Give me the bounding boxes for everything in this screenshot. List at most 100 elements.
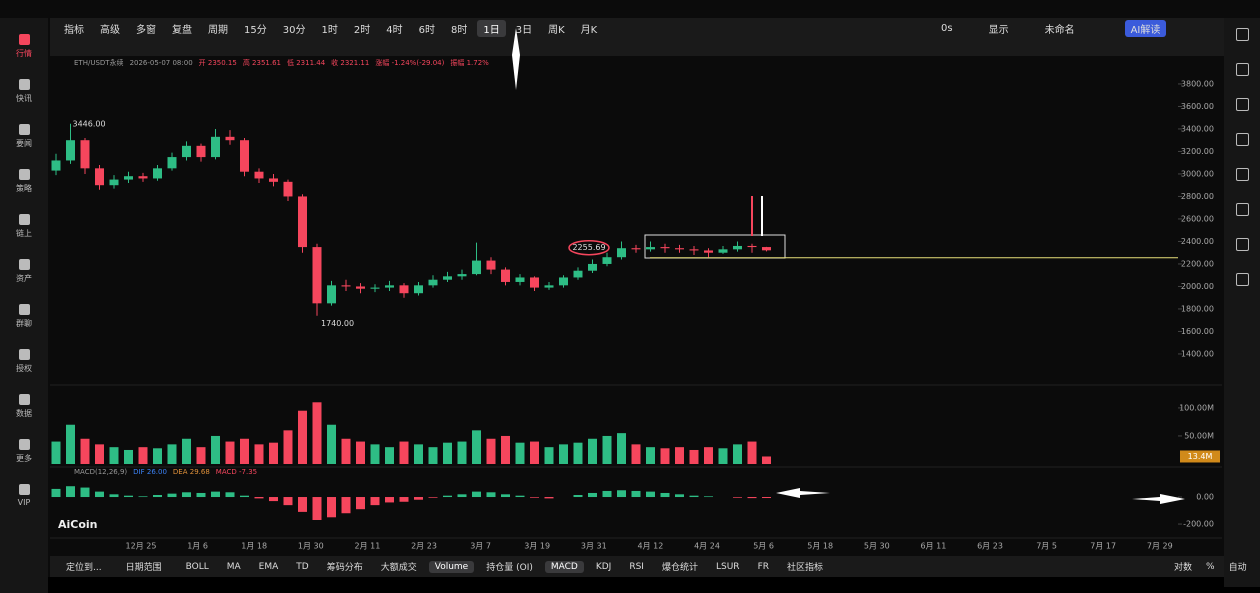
bottom-button[interactable]: 对数: [1174, 563, 1193, 573]
macd-bar: [443, 495, 452, 498]
candle-body: [80, 140, 90, 169]
volume-bar: [675, 447, 684, 464]
y-tick-label: 3600.00: [1181, 102, 1214, 111]
x-tick-label: 1月 30: [298, 542, 324, 551]
toolbar-button[interactable]: 0s: [941, 22, 953, 34]
sidebar-item[interactable]: 链上: [16, 214, 32, 239]
indicator-button[interactable]: LSUR: [715, 561, 740, 572]
x-tick-label: 7月 29: [1147, 542, 1173, 551]
toolbar-button[interactable]: 未命名: [1044, 24, 1075, 36]
candle-body: [631, 248, 641, 250]
toolbar-button[interactable]: 周期: [208, 24, 228, 36]
candle-body: [414, 285, 423, 294]
macd-bar: [675, 494, 684, 498]
toolbar-button[interactable]: 指标: [64, 24, 84, 36]
x-tick-label: 1月 6: [187, 542, 208, 551]
y-tick-label: 2800.00: [1181, 192, 1214, 201]
toolbar-button[interactable]: 复盘: [172, 24, 192, 36]
indicator-button[interactable]: MACD: [544, 560, 584, 573]
period-button[interactable]: 4时: [386, 24, 403, 36]
bottom-button[interactable]: 日期范围: [125, 563, 162, 573]
toolbar-button[interactable]: 高级: [100, 24, 120, 36]
sidebar-item[interactable]: 数据: [16, 394, 32, 419]
sidebar-label: 快讯: [16, 94, 32, 103]
macd-bar: [414, 497, 423, 500]
macd-bar: [109, 494, 119, 498]
sidebar-label: 链上: [16, 229, 32, 238]
last-volume-tag: [1180, 450, 1220, 463]
sidebar-item[interactable]: 更多: [16, 439, 32, 464]
indicator-button[interactable]: 爆仓统计: [661, 563, 698, 573]
period-button[interactable]: 周K: [548, 24, 565, 36]
volume-bar: [356, 441, 365, 464]
arrow: [512, 28, 520, 90]
candle-body: [443, 276, 452, 280]
period-button[interactable]: 3日: [515, 24, 533, 36]
indicator-button[interactable]: 持仓量 (OI): [486, 563, 533, 573]
volume-bar: [312, 402, 322, 464]
bottom-button[interactable]: 自动: [1228, 563, 1247, 573]
toolbar-button[interactable]: 显示: [988, 24, 1009, 36]
toolbar-button[interactable]: AI解读: [1124, 19, 1167, 37]
volume-bar: [631, 444, 641, 464]
volume-bar: [385, 447, 394, 464]
sidebar-item[interactable]: 资产: [16, 259, 32, 284]
period-button[interactable]: 1时: [321, 24, 338, 36]
x-tick-label: 3月 7: [470, 542, 491, 551]
sidebar-item[interactable]: 策略: [16, 169, 32, 194]
bottom-button[interactable]: 定位到...: [66, 563, 102, 573]
volume-bar: [80, 438, 90, 464]
sidebar-item[interactable]: VIP: [18, 484, 30, 507]
volume-bar: [182, 438, 191, 464]
bottom-button[interactable]: %: [1206, 561, 1215, 572]
right-sidebar: [1224, 18, 1260, 587]
indicator-button[interactable]: BOLL: [185, 561, 209, 572]
indicator-button[interactable]: MA: [226, 561, 241, 572]
y-tick-label: -200.00: [1183, 520, 1214, 529]
indicator-button[interactable]: 大额成交: [380, 563, 417, 573]
volume-bar: [762, 456, 771, 464]
macd-bar: [530, 497, 539, 498]
indicator-button[interactable]: 筹码分布: [326, 563, 363, 573]
y-tick-label: 50.00M: [1184, 431, 1214, 440]
indicator-button[interactable]: 社区指标: [787, 563, 824, 573]
sidebar-item[interactable]: 要闻: [16, 124, 32, 149]
toolbar-button[interactable]: 多窗: [136, 24, 156, 36]
sidebar-item[interactable]: 群聊: [16, 304, 32, 329]
candle-body: [501, 269, 510, 282]
period-button[interactable]: 2时: [353, 24, 371, 36]
indicator-button[interactable]: EMA: [258, 561, 279, 572]
x-tick-label: 7月 17: [1090, 542, 1116, 551]
period-button[interactable]: 6时: [418, 24, 435, 36]
period-button[interactable]: 15分: [244, 24, 267, 36]
indicator-button[interactable]: RSI: [629, 561, 644, 572]
period-button[interactable]: 1日: [477, 19, 506, 37]
indicator-button[interactable]: Volume: [428, 560, 475, 573]
period-button[interactable]: 8时: [450, 24, 468, 36]
indicator-button[interactable]: KDJ: [595, 561, 612, 572]
sidebar-item[interactable]: 行情: [16, 34, 32, 59]
sidebar-item[interactable]: 授权: [16, 349, 32, 374]
macd-bar: [573, 495, 583, 498]
period-button[interactable]: 月K: [580, 24, 598, 36]
low-label: 1740.00: [321, 319, 354, 328]
y-tick-label: 100.00M: [1179, 403, 1214, 412]
macd-legend: DEA 29.68: [172, 468, 210, 476]
volume-bar: [428, 447, 438, 464]
volume-bar: [298, 410, 307, 464]
macd-bar: [588, 492, 597, 498]
sidebar-item[interactable]: 快讯: [16, 79, 32, 104]
candle-body: [762, 247, 771, 251]
volume-bar: [138, 447, 148, 464]
candle-body: [544, 285, 554, 288]
volume-bar: [472, 430, 481, 464]
indicator-button[interactable]: TD: [296, 561, 309, 572]
macd-bar: [66, 486, 75, 498]
x-tick-label: 4月 24: [694, 542, 720, 551]
indicator-button[interactable]: FR: [757, 561, 769, 572]
volume-bar: [341, 438, 351, 464]
period-button[interactable]: 30分: [282, 24, 306, 36]
macd-bar: [182, 492, 191, 498]
volume-bar: [254, 444, 264, 464]
macd-bar: [631, 490, 641, 498]
